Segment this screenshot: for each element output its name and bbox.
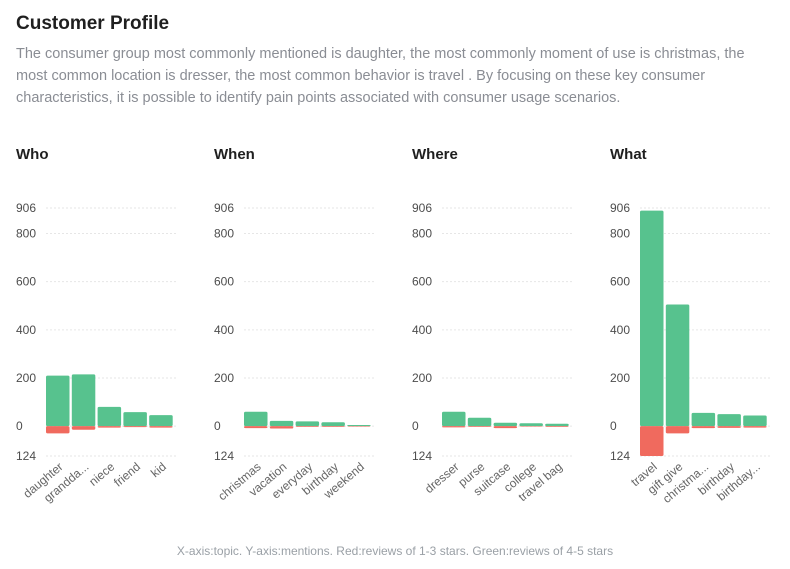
y-tick-label: 906 (214, 201, 234, 215)
y-tick-label: 0 (610, 419, 617, 433)
bar-positive[interactable] (46, 375, 70, 427)
bar-positive[interactable] (665, 304, 690, 427)
where-chart: Where 124 0 200 400 600 800 906 dresser purse sui… (412, 140, 602, 520)
bar-negative[interactable] (244, 426, 268, 429)
x-category-label: kid (148, 460, 169, 481)
y-tick-label: 200 (16, 371, 36, 385)
profile-description: The consumer group most commonly mention… (16, 46, 745, 106)
chart-plot: 1240200400600800906dresserpursesuitcasec… (412, 201, 572, 504)
y-tick-label: 200 (412, 371, 432, 385)
bar-positive[interactable] (269, 420, 294, 427)
y-tick-label: 906 (412, 201, 432, 215)
bar-positive[interactable] (691, 412, 716, 427)
y-tick-label: 600 (412, 275, 432, 289)
bar-positive[interactable] (545, 423, 569, 427)
bar-positive[interactable] (640, 210, 664, 427)
y-tick-label: 200 (214, 371, 234, 385)
chart-title: When (214, 146, 255, 163)
y-tick-label: 800 (214, 227, 234, 241)
what-chart: What 124 0 200 400 600 800 906 travel gift give c… (610, 140, 790, 520)
bar-positive[interactable] (467, 417, 492, 427)
y-tick-label: 600 (610, 275, 630, 289)
when-chart: When 124 0 200 400 600 800 906 christmas vacatio… (214, 140, 404, 520)
y-tick-label: 906 (610, 201, 630, 215)
y-tick-label: 400 (214, 323, 234, 337)
y-tick-label: 124 (412, 449, 432, 463)
bar-negative[interactable] (321, 426, 345, 427)
y-tick-label: 800 (16, 227, 36, 241)
page-title: Customer Profile (16, 13, 170, 34)
bar-positive[interactable] (295, 421, 320, 427)
bar-negative[interactable] (46, 426, 70, 434)
bar-negative[interactable] (467, 426, 492, 427)
bar-negative[interactable] (545, 426, 569, 427)
bar-negative[interactable] (269, 426, 294, 429)
bar-negative[interactable] (493, 426, 518, 429)
x-category-label: niece (86, 459, 117, 488)
bar-negative[interactable] (123, 426, 147, 428)
y-tick-label: 400 (412, 323, 432, 337)
bar-negative[interactable] (97, 426, 122, 428)
y-tick-label: 400 (16, 323, 36, 337)
bar-positive[interactable] (442, 411, 466, 427)
bar-negative[interactable] (743, 426, 767, 428)
x-category-label: friend (111, 460, 143, 490)
bar-negative[interactable] (295, 426, 320, 427)
bar-positive[interactable] (244, 411, 268, 427)
y-tick-label: 600 (16, 275, 36, 289)
bar-positive[interactable] (519, 423, 543, 427)
chart-title: Who (16, 146, 49, 163)
y-tick-label: 800 (610, 227, 630, 241)
bar-negative[interactable] (665, 426, 690, 434)
bar-negative[interactable] (149, 426, 173, 428)
bar-positive[interactable] (321, 422, 345, 427)
y-tick-label: 800 (412, 227, 432, 241)
bar-positive[interactable] (743, 415, 767, 427)
bar-negative[interactable] (691, 426, 716, 429)
chart-title: What (610, 146, 647, 163)
bar-positive[interactable] (97, 406, 122, 427)
bar-positive[interactable] (71, 374, 96, 427)
y-tick-label: 400 (610, 323, 630, 337)
bar-negative[interactable] (640, 426, 664, 456)
y-tick-label: 0 (16, 419, 23, 433)
y-tick-label: 0 (214, 419, 221, 433)
y-tick-label: 200 (610, 371, 630, 385)
y-tick-label: 600 (214, 275, 234, 289)
bar-negative[interactable] (71, 426, 96, 430)
y-tick-label: 124 (16, 449, 36, 463)
bar-positive[interactable] (149, 415, 173, 427)
y-tick-label: 124 (610, 449, 630, 463)
chart-title: Where (412, 146, 458, 163)
y-tick-label: 906 (16, 201, 36, 215)
chart-plot: 1240200400600800906christmasvacationever… (214, 201, 374, 503)
bar-positive[interactable] (347, 424, 371, 427)
y-tick-label: 0 (412, 419, 419, 433)
chart-caption: X-axis:topic. Y-axis:mentions. Red:revie… (176, 544, 614, 558)
y-tick-label: 124 (214, 449, 234, 463)
chart-plot: 1240200400600800906daughtergrandda...nie… (16, 201, 176, 505)
bar-negative[interactable] (442, 426, 466, 428)
bar-negative[interactable] (717, 426, 741, 428)
bar-positive[interactable] (123, 412, 147, 427)
bar-positive[interactable] (717, 414, 741, 427)
bar-positive[interactable] (493, 422, 518, 427)
who-chart: Who 124 0 200 400 600 800 906 daughter grandda..… (16, 140, 206, 520)
